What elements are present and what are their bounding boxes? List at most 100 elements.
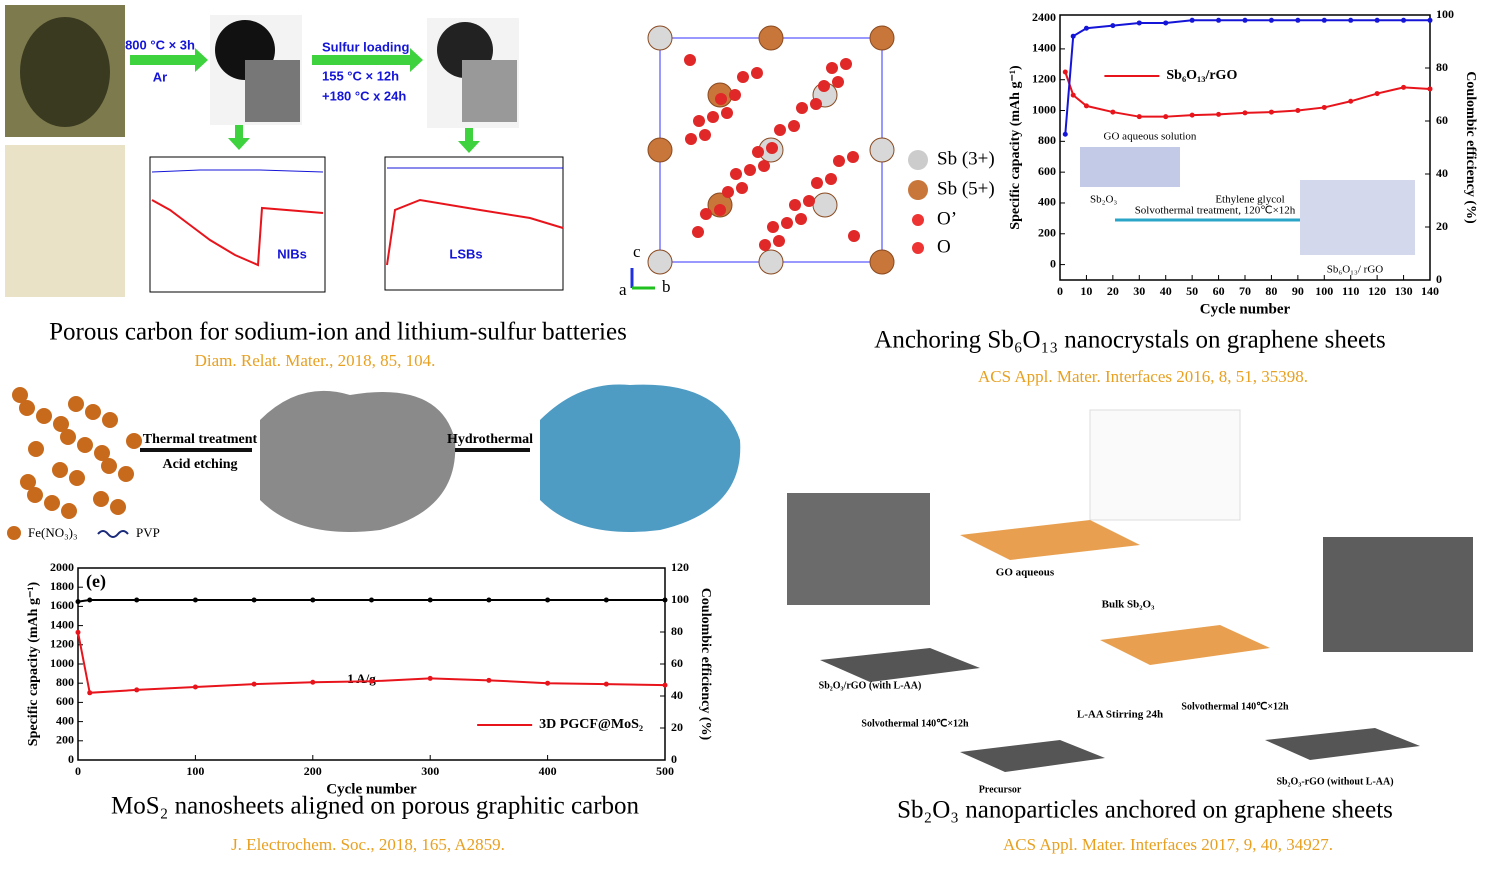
atom bbox=[752, 146, 764, 158]
axis-letter: c bbox=[633, 242, 641, 261]
inset-label: Ethylene glycol bbox=[1215, 194, 1284, 206]
y2-tick-label: 40 bbox=[1436, 166, 1448, 180]
x-tick-label: 140 bbox=[1421, 284, 1439, 298]
y-tick-label: 2400 bbox=[1032, 10, 1056, 24]
data-point bbox=[1110, 109, 1116, 115]
y-tick-label: 800 bbox=[1038, 133, 1056, 147]
data-point bbox=[1401, 84, 1407, 90]
y2-tick-label: 20 bbox=[1436, 219, 1448, 233]
data-point bbox=[603, 681, 609, 687]
atom bbox=[788, 120, 800, 132]
precursor-particles bbox=[12, 387, 142, 519]
x-tick-label: 50 bbox=[1186, 284, 1198, 298]
x-tick-label: 120 bbox=[1368, 284, 1386, 298]
y-tick-label: 1000 bbox=[1032, 102, 1056, 116]
atom bbox=[721, 107, 733, 119]
atom bbox=[789, 199, 801, 211]
data-point bbox=[1295, 108, 1301, 114]
particle bbox=[69, 470, 85, 486]
x-axis-label: Cycle number bbox=[326, 781, 417, 797]
legend-swatch bbox=[908, 180, 928, 200]
atom bbox=[729, 89, 741, 101]
citation: ACS Appl. Mater. Interfaces 2017, 9, 40,… bbox=[1003, 835, 1333, 854]
y-axis-label: Specific capacity (mAh g⁻¹) bbox=[1008, 65, 1023, 230]
data-point bbox=[1110, 23, 1116, 29]
y2-tick-label: 0 bbox=[671, 752, 677, 766]
atom bbox=[751, 67, 763, 79]
data-point bbox=[1083, 25, 1089, 31]
data-point bbox=[310, 679, 316, 685]
data-point bbox=[1268, 109, 1274, 115]
y-tick-label: 2000 bbox=[50, 560, 74, 574]
y-tick-label: 600 bbox=[56, 694, 74, 708]
x-tick-label: 500 bbox=[656, 764, 674, 778]
data-point bbox=[1321, 17, 1327, 23]
x-tick-label: 40 bbox=[1160, 284, 1172, 298]
data-point bbox=[310, 597, 316, 603]
data-point bbox=[545, 680, 551, 686]
inset-label: Solvothermal treatment, 120℃×12h bbox=[1135, 205, 1296, 217]
data-point bbox=[1189, 112, 1195, 118]
particle bbox=[36, 408, 52, 424]
data-point bbox=[1295, 17, 1301, 23]
plot-label: NIBs bbox=[277, 246, 307, 261]
atom bbox=[781, 217, 793, 229]
series-line bbox=[1064, 19, 1430, 135]
particle bbox=[27, 487, 43, 503]
arrow bbox=[312, 48, 423, 72]
x-tick-label: 20 bbox=[1107, 284, 1119, 298]
data-point bbox=[662, 682, 668, 688]
y-tick-label: 1800 bbox=[50, 579, 74, 593]
scheme-label: Bulk Sb₂O₃ bbox=[1102, 599, 1155, 611]
inset-label: Sb₂O₃ bbox=[1090, 194, 1117, 206]
data-point bbox=[662, 597, 668, 603]
nib-ce-trace bbox=[151, 169, 324, 173]
y-tick-label: 200 bbox=[56, 733, 74, 747]
series-line bbox=[77, 632, 666, 694]
legend-label: O bbox=[937, 236, 951, 257]
y-tick-label: 200 bbox=[1038, 226, 1056, 240]
atom bbox=[693, 115, 705, 127]
data-point bbox=[1242, 17, 1248, 23]
scheme-label: Acid etching bbox=[162, 457, 237, 472]
y2-tick-label: 80 bbox=[671, 624, 683, 638]
atom bbox=[818, 80, 830, 92]
data-point bbox=[251, 681, 257, 687]
data-point bbox=[75, 629, 81, 635]
data-point bbox=[1136, 20, 1142, 26]
arrow bbox=[228, 125, 250, 150]
y2-tick-label: 20 bbox=[671, 720, 683, 734]
y-tick-label: 1600 bbox=[50, 598, 74, 612]
data-point bbox=[427, 675, 433, 681]
tem-image bbox=[1323, 537, 1473, 652]
data-point bbox=[134, 597, 140, 603]
step-label: +180 °C x 24h bbox=[322, 88, 406, 103]
particle bbox=[94, 445, 110, 461]
legend-label: PVP bbox=[136, 525, 160, 540]
atom bbox=[699, 129, 711, 141]
particle bbox=[60, 429, 76, 445]
y2-tick-label: 60 bbox=[1436, 113, 1448, 127]
atom bbox=[795, 213, 807, 225]
atom bbox=[832, 76, 844, 88]
particle bbox=[28, 441, 44, 457]
particle bbox=[12, 387, 28, 403]
step-label: 800 °C × 3h bbox=[125, 37, 195, 52]
caption: Anchoring Sb₆O₁₃ nanocrystals on graphen… bbox=[874, 327, 1385, 354]
particle bbox=[77, 437, 93, 453]
data-point bbox=[1083, 103, 1089, 109]
atom bbox=[736, 182, 748, 194]
legend-swatch bbox=[97, 530, 129, 538]
scheme-label: L-AA Stirring 24h bbox=[1077, 709, 1163, 721]
data-point bbox=[75, 599, 81, 605]
lsb-plot-frame bbox=[384, 156, 564, 291]
legend-label: Sb₆O₁₃/rGO bbox=[1166, 68, 1237, 83]
data-point bbox=[369, 597, 374, 603]
atom bbox=[833, 155, 845, 167]
y2-axis-label: Coulombic efficiency (%) bbox=[698, 588, 713, 741]
data-point bbox=[251, 597, 257, 603]
inset-label: GO aqueous solution bbox=[1104, 131, 1197, 143]
particle bbox=[68, 396, 84, 412]
citation: Diam. Relat. Mater., 2018, 85, 104. bbox=[195, 351, 436, 370]
atom bbox=[848, 230, 860, 242]
